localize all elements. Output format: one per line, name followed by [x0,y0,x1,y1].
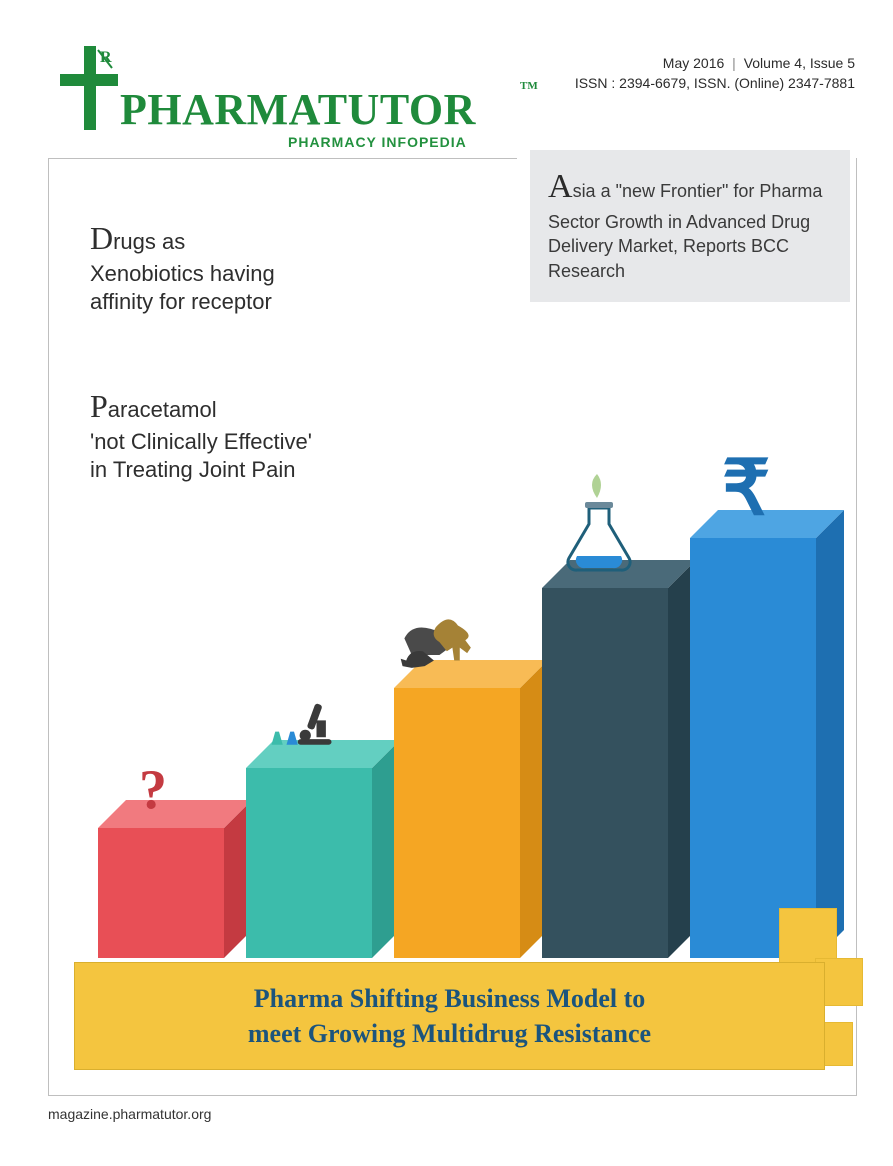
headline-drugs-rest: rugs as [113,229,185,254]
banner-line2: meet Growing Multidrug Resistance [99,1016,800,1051]
brand-name: PHARMATUTOR [120,84,476,135]
bars-row [90,538,823,958]
headline-banner: Pharma Shifting Business Model to meet G… [74,962,825,1070]
callout-asia: Asia a "new Frontier" for Pharma Sector … [530,150,850,302]
callout-asia-dropcap: A [548,168,573,205]
bar-lab [246,768,372,958]
headline-paracetamol-dropcap: P [90,388,108,424]
headline-drugs-line2: Xenobiotics having [90,260,410,289]
svg-text:R: R [100,49,112,66]
logo-cross-icon: R [60,46,118,130]
headline-paracetamol-line2: 'not Clinically Effective' [90,428,450,457]
brand-tagline: PHARMACY INFOPEDIA [288,134,467,150]
headline-drugs-line3: affinity for receptor [90,288,410,317]
issue-issn: ISSN : 2394-6679, ISSN. (Online) 2347-78… [575,74,855,94]
bar-flask [542,588,668,958]
issue-date: May 2016 [663,55,724,71]
animals-icon [397,608,517,678]
microscope-icon [264,694,354,758]
bar-rupee [690,538,816,958]
bar-chart [90,478,823,958]
headline-paracetamol: Paracetamol 'not Clinically Effective' i… [90,386,450,485]
issue-info: May 2016 | Volume 4, Issue 5 ISSN : 2394… [575,54,855,93]
separator-pipe: | [728,55,740,71]
bar-animals [394,688,520,958]
issue-volume: Volume 4, Issue 5 [744,55,855,71]
headline-drugs: Drugs as Xenobiotics having affinity for… [90,218,410,317]
rupee-icon [718,438,788,528]
headline-paracetamol-rest: aracetamol [108,397,217,422]
footer-url: magazine.pharmatutor.org [48,1106,211,1122]
question-mark-icon [131,758,191,818]
headline-drugs-dropcap: D [90,220,113,256]
flask-icon [565,468,645,578]
brand-tm: TM [520,80,538,92]
callout-asia-first-rest: sia [573,181,596,201]
bar-question [98,828,224,958]
banner-line1: Pharma Shifting Business Model to [99,981,800,1016]
